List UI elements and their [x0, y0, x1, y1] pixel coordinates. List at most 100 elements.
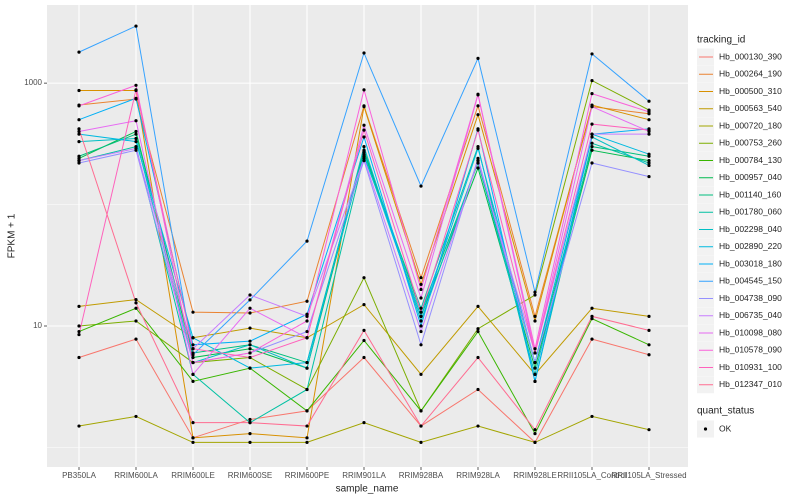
data-point	[533, 431, 537, 436]
legend-label: Hb_000784_130	[719, 155, 782, 165]
data-point	[476, 128, 480, 132]
x-tick-label: RRIM600SE	[228, 471, 272, 480]
data-point	[419, 319, 423, 323]
data-point	[647, 353, 651, 357]
data-point	[305, 299, 309, 303]
data-point	[590, 306, 594, 310]
data-point	[476, 387, 480, 392]
data-point	[419, 440, 423, 445]
legend-label: Hb_006735_040	[719, 310, 782, 320]
data-point	[590, 161, 594, 165]
data-point	[77, 140, 81, 144]
data-point	[476, 92, 480, 96]
data-point	[77, 88, 81, 93]
legend-label: Hb_010098_080	[719, 327, 782, 337]
data-point	[419, 282, 423, 287]
data-point	[419, 296, 423, 300]
x-tick-label: RRIM928LA	[456, 471, 500, 480]
data-point	[533, 290, 537, 294]
data-point	[77, 329, 81, 334]
data-point	[533, 360, 537, 365]
data-point	[647, 328, 651, 332]
data-point	[134, 83, 138, 87]
data-point	[134, 297, 138, 302]
data-point	[590, 78, 594, 83]
data-point	[191, 347, 195, 351]
data-point	[305, 409, 309, 413]
legend-label: Hb_000130_390	[719, 51, 782, 61]
data-point	[191, 436, 195, 440]
data-point	[191, 421, 195, 425]
data-point	[590, 414, 594, 419]
data-point	[305, 314, 309, 318]
data-point	[533, 293, 537, 297]
data-point	[362, 152, 366, 156]
data-point	[476, 329, 480, 334]
data-point	[533, 372, 537, 376]
data-point	[191, 355, 195, 360]
data-point	[77, 304, 81, 309]
x-tick-label: RRIM600PE	[285, 471, 329, 480]
data-point	[533, 428, 537, 432]
data-point	[419, 310, 423, 314]
data-point	[647, 161, 651, 165]
data-point	[533, 314, 537, 318]
data-point	[419, 287, 423, 292]
data-point	[191, 379, 195, 383]
legend-label: Hb_000957_040	[719, 172, 782, 182]
data-point	[248, 311, 252, 315]
y-axis-title: FPKM + 1	[7, 213, 18, 258]
data-point	[248, 326, 252, 330]
legend-label: Hb_000563_540	[719, 103, 782, 113]
legend-label: Hb_000720_180	[719, 120, 782, 130]
data-point	[77, 50, 81, 54]
data-point	[419, 276, 423, 280]
data-point	[533, 319, 537, 323]
data-point	[590, 317, 594, 321]
y-tick-label: 10	[33, 321, 42, 330]
data-point	[362, 145, 366, 149]
data-point	[533, 440, 537, 445]
x-tick-label: PB350LA	[62, 471, 96, 480]
data-point	[419, 424, 423, 428]
data-point	[362, 355, 366, 360]
data-point	[419, 306, 423, 310]
data-point	[419, 184, 423, 188]
legend-label: Hb_000500_310	[719, 86, 782, 96]
data-point	[134, 129, 138, 134]
data-point	[647, 118, 651, 122]
data-point	[362, 338, 366, 343]
legend-label: Hb_002890_220	[719, 241, 782, 251]
data-point	[248, 298, 252, 302]
data-point	[305, 319, 309, 323]
data-point	[590, 122, 594, 126]
data-point	[77, 159, 81, 163]
data-point	[77, 355, 81, 360]
data-point	[305, 387, 309, 392]
x-tick-label: RRII105LA_Control	[557, 471, 627, 480]
data-point	[476, 327, 480, 331]
data-point	[419, 343, 423, 347]
legend-label: Hb_012347_010	[719, 379, 782, 389]
data-point	[305, 329, 309, 334]
data-point	[305, 436, 309, 440]
data-point	[476, 146, 480, 151]
data-point	[476, 56, 480, 60]
data-point	[647, 159, 651, 163]
data-point	[647, 343, 651, 347]
legend-label: Hb_000753_260	[719, 138, 782, 148]
data-point	[362, 88, 366, 92]
data-point	[77, 129, 81, 134]
data-point	[134, 319, 138, 323]
plot-panel	[47, 5, 688, 467]
data-point	[647, 132, 651, 136]
data-point	[248, 351, 252, 355]
data-point	[77, 127, 81, 131]
data-point	[419, 372, 423, 376]
data-point	[647, 152, 651, 156]
data-point	[590, 132, 594, 136]
data-point	[305, 424, 309, 428]
data-point	[134, 132, 138, 136]
data-point	[362, 421, 366, 425]
data-point	[647, 174, 651, 179]
